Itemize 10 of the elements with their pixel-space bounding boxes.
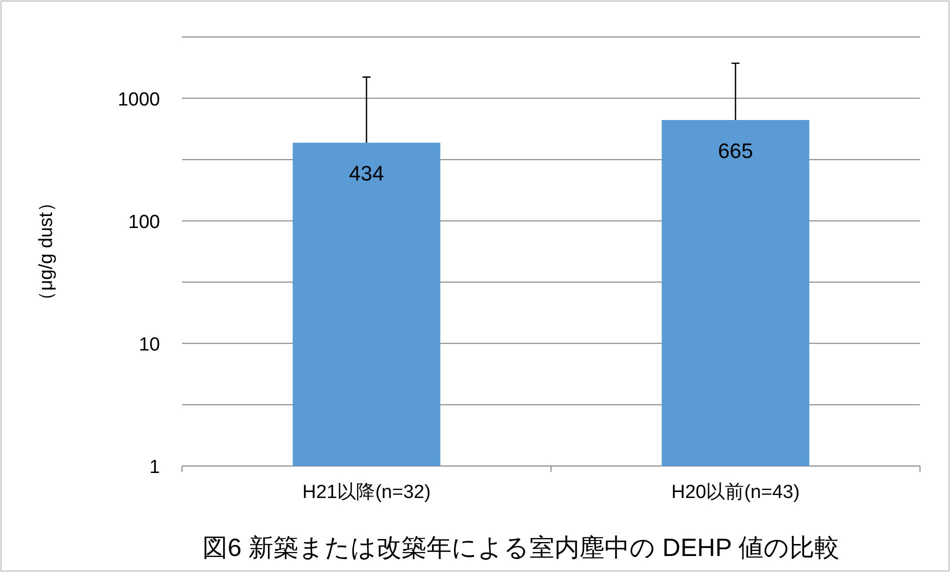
- x-tick-label: H21以降(n=32): [302, 482, 431, 503]
- y-axis-title: （μg/g dust）: [36, 193, 57, 310]
- y-tick-label: 1: [149, 457, 160, 478]
- x-tick-label: H20以前(n=43): [671, 482, 800, 503]
- text: 図6 新築または改築年による室内塵中の DEHP 値の比較: [202, 534, 840, 562]
- y-tick-label: 10: [138, 334, 160, 356]
- data-label: 434: [348, 162, 384, 186]
- y-tick-label: 100: [128, 212, 160, 233]
- y-tick-label: 1000: [118, 89, 160, 110]
- data-label: 665: [718, 140, 754, 163]
